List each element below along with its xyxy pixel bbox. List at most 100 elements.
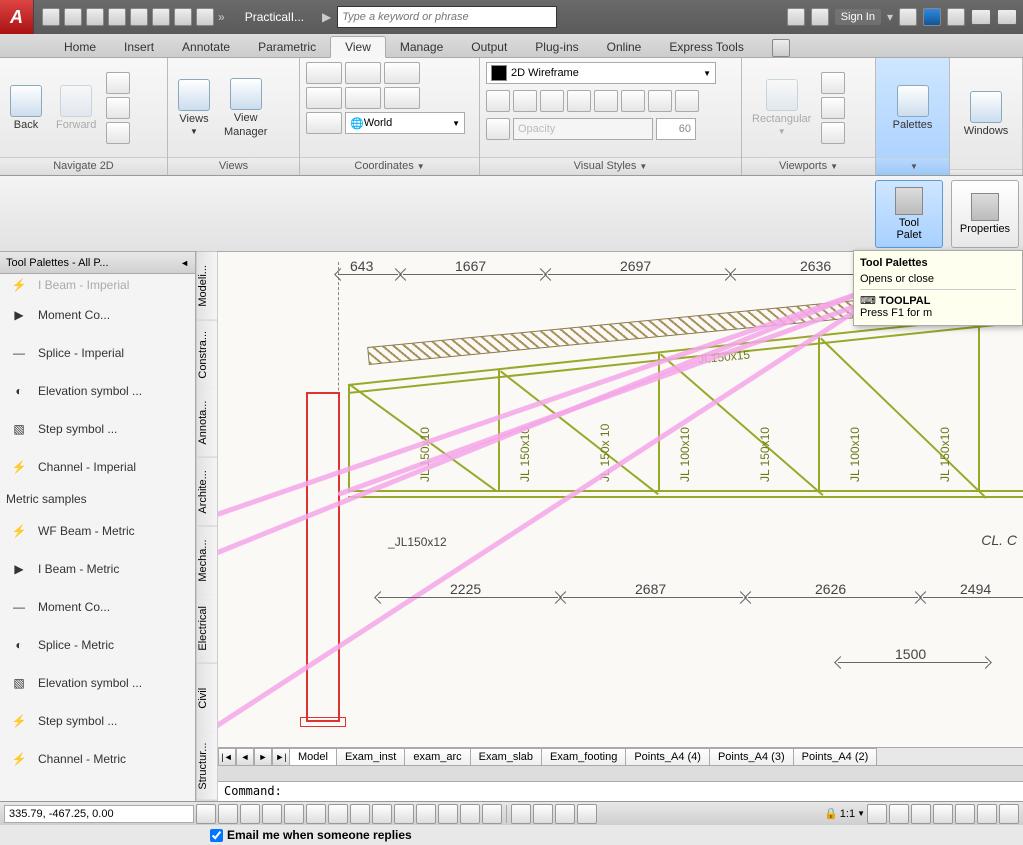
palette-vtab[interactable]: Structur...	[197, 732, 217, 801]
palettes-button[interactable]: Palettes	[889, 83, 937, 133]
sheet-tab[interactable]: Points_A4 (2)	[793, 748, 878, 766]
app-menu-button[interactable]: A	[0, 0, 34, 34]
windows-button[interactable]: Windows	[960, 89, 1013, 139]
sb-osnap-icon[interactable]	[284, 804, 304, 824]
view-manager-button[interactable]: ViewManager	[220, 76, 271, 140]
sheet-tab[interactable]: Exam_slab	[470, 748, 542, 766]
sb-annovis-icon[interactable]	[889, 804, 909, 824]
scale-label[interactable]: 1:1	[840, 808, 855, 820]
vs-b4[interactable]	[567, 90, 591, 112]
qat-plot-icon[interactable]	[152, 8, 170, 26]
tab-annotate[interactable]: Annotate	[168, 37, 244, 57]
sb-otrack-icon[interactable]	[328, 804, 348, 824]
qat-new-icon[interactable]	[42, 8, 60, 26]
vs-b5[interactable]	[594, 90, 618, 112]
palette-vtab[interactable]: Modeli...	[197, 252, 217, 321]
sb-model-icon[interactable]	[511, 804, 531, 824]
ucs-world-dropdown[interactable]: 🌐 World▼	[345, 112, 465, 134]
vp-b3[interactable]	[821, 122, 845, 144]
info-icon[interactable]	[923, 8, 941, 26]
palette-item[interactable]: ▧Elevation symbol ...	[0, 664, 195, 702]
canvas[interactable]: JL 150x10 JL 150x10 JL 150x 10 JL 100x10…	[218, 252, 1023, 747]
h-scrollbar[interactable]	[218, 765, 1023, 781]
sb-toolbar-icon[interactable]	[933, 804, 953, 824]
palette-vtab[interactable]: Mecha...	[197, 527, 217, 596]
qat-undo-icon[interactable]	[174, 8, 192, 26]
sheet-tab[interactable]: exam_arc	[404, 748, 470, 766]
vp-b2[interactable]	[821, 97, 845, 119]
ucs-named-icon[interactable]	[306, 112, 342, 134]
vs-b3[interactable]	[540, 90, 564, 112]
sb-ducs-icon[interactable]	[350, 804, 370, 824]
email-checkbox[interactable]	[210, 829, 223, 842]
sb-snap-icon[interactable]	[196, 804, 216, 824]
qat-save-icon[interactable]	[86, 8, 104, 26]
exchange-icon[interactable]	[899, 8, 917, 26]
tool-palettes-title[interactable]: Tool Palettes - All P...◄	[0, 252, 195, 274]
tab-express[interactable]: Express Tools	[655, 37, 757, 57]
search-input[interactable]	[342, 11, 552, 23]
sheet-last-button[interactable]: ►|	[272, 748, 290, 766]
user-icon[interactable]	[811, 8, 829, 26]
views-button[interactable]: Views▼	[174, 77, 214, 138]
pan-icon[interactable]	[106, 72, 130, 94]
sb-3dosnap-icon[interactable]	[306, 804, 326, 824]
vp-b1[interactable]	[821, 72, 845, 94]
vs-c1[interactable]	[486, 118, 510, 140]
sheet-first-button[interactable]: |◄	[218, 748, 236, 766]
sheet-tab[interactable]: Model	[289, 748, 337, 766]
tab-home[interactable]: Home	[50, 37, 110, 57]
tab-view[interactable]: View	[330, 36, 386, 58]
properties-button[interactable]: Properties	[951, 180, 1019, 248]
sb-qv-icon[interactable]	[555, 804, 575, 824]
ucs-icon-2[interactable]	[345, 62, 381, 84]
restore-button[interactable]	[997, 9, 1017, 25]
tab-output[interactable]: Output	[457, 37, 521, 57]
tab-parametric[interactable]: Parametric	[244, 37, 330, 57]
sb-polar-icon[interactable]	[262, 804, 282, 824]
vs-b7[interactable]	[648, 90, 672, 112]
palette-item[interactable]: —Moment Co...	[0, 588, 195, 626]
sheet-tab[interactable]: Exam_footing	[541, 748, 626, 766]
back-button[interactable]: Back	[6, 83, 46, 133]
qat-print-icon[interactable]	[130, 8, 148, 26]
rectangular-button[interactable]: Rectangular▼	[748, 77, 815, 138]
help-icon[interactable]	[947, 8, 965, 26]
palette-item[interactable]: —Splice - Imperial	[0, 334, 195, 372]
sign-in-link[interactable]: Sign In	[835, 9, 881, 25]
sb-lwt-icon[interactable]	[394, 804, 414, 824]
vs-b6[interactable]	[621, 90, 645, 112]
opacity-value[interactable]	[656, 118, 696, 140]
tab-manage[interactable]: Manage	[386, 37, 457, 57]
ucs-icon-6[interactable]	[384, 87, 420, 109]
panel-palettes[interactable]: Palettes ▼	[876, 58, 950, 175]
palette-vtab[interactable]: Constra...	[197, 321, 217, 390]
palette-item[interactable]: ▧Step symbol ...	[0, 410, 195, 448]
sb-annoscale-icon[interactable]	[867, 804, 887, 824]
vs-b2[interactable]	[513, 90, 537, 112]
sb-dyn-icon[interactable]	[372, 804, 392, 824]
palette-item[interactable]: ⚡Channel - Metric	[0, 740, 195, 778]
sb-ws-icon[interactable]	[911, 804, 931, 824]
sb-hw-icon[interactable]	[955, 804, 975, 824]
tool-palettes-button[interactable]: Tool Palet	[875, 180, 943, 248]
sb-clean-icon[interactable]	[999, 804, 1019, 824]
palette-item[interactable]: ◐Splice - Metric	[0, 626, 195, 664]
visual-style-dropdown[interactable]: 2D Wireframe▼	[486, 62, 716, 84]
ribbon-min-icon[interactable]	[772, 39, 790, 57]
ucs-icon-4[interactable]	[306, 87, 342, 109]
sb-grid-icon[interactable]	[218, 804, 238, 824]
orbit-icon[interactable]	[106, 97, 130, 119]
sheet-tab[interactable]: Points_A4 (3)	[709, 748, 794, 766]
palette-vtab[interactable]: Archite...	[197, 458, 217, 527]
tab-plugins[interactable]: Plug-ins	[521, 37, 592, 57]
vs-b8[interactable]	[675, 90, 699, 112]
vs-b1[interactable]	[486, 90, 510, 112]
extents-icon[interactable]	[106, 122, 130, 144]
palette-item[interactable]: ⚡Channel - Imperial	[0, 448, 195, 486]
tab-insert[interactable]: Insert	[110, 37, 168, 57]
sheet-tab[interactable]: Exam_inst	[336, 748, 405, 766]
sheet-next-button[interactable]: ►	[254, 748, 272, 766]
palette-item[interactable]: ⚡Step symbol ...	[0, 702, 195, 740]
command-line[interactable]: Command:	[218, 781, 1023, 801]
